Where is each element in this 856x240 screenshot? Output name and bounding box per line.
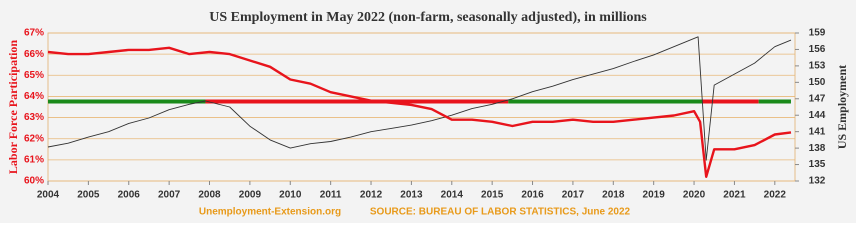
y2-axis-label: US Employment (835, 65, 849, 149)
x-tick-label: 2020 (683, 190, 706, 201)
x-tick-label: 2015 (481, 190, 504, 201)
y-tick-label: 67% (24, 28, 44, 39)
x-tick-label: 2006 (118, 190, 141, 201)
y2-tick-label: 153 (809, 61, 826, 72)
chart: US Employment in May 2022 (non-farm, sea… (0, 0, 856, 223)
x-tick-label: 2014 (441, 190, 464, 201)
x-tick-label: 2012 (360, 190, 383, 201)
x-tick-label: 2013 (400, 190, 423, 201)
series-line (47, 46, 792, 178)
x-tick-label: 2010 (279, 190, 302, 201)
y-tick-label: 61% (24, 154, 44, 165)
y2-tick-label: 144 (809, 110, 826, 121)
y-tick-label: 64% (24, 91, 44, 102)
y2-tick-label: 132 (809, 176, 826, 187)
x-tick-label: 2004 (37, 190, 60, 201)
x-tick-label: 2011 (320, 190, 342, 201)
x-tick-label: 2005 (77, 190, 100, 201)
x-tick-label: 2019 (643, 190, 666, 201)
y-tick-label: 66% (24, 49, 44, 60)
y-tick-label: 60% (24, 176, 44, 187)
footer-source-site: Unemployment-Extension.org (199, 207, 341, 218)
y2-tick-label: 159 (809, 28, 826, 39)
x-tick-label: 2008 (198, 190, 221, 201)
x-tick-label: 2016 (521, 190, 544, 201)
y2-tick-label: 138 (809, 143, 826, 154)
y-tick-label: 62% (24, 133, 44, 144)
x-tick-label: 2021 (723, 190, 746, 201)
x-tick-label: 2018 (602, 190, 625, 201)
series-line (47, 36, 792, 161)
y2-tick-label: 156 (809, 44, 826, 55)
chart-title: US Employment in May 2022 (non-farm, sea… (209, 10, 647, 25)
y2-tick-label: 135 (809, 159, 826, 170)
y-tick-label: 63% (24, 112, 44, 123)
y2-tick-label: 141 (809, 126, 826, 137)
footer-source: SOURCE: BUREAU OF LABOR STATISTICS, June… (370, 207, 631, 218)
x-tick-label: 2007 (158, 190, 181, 201)
x-tick-label: 2009 (239, 190, 262, 201)
x-tick-label: 2022 (764, 190, 787, 201)
y-tick-label: 65% (24, 70, 44, 81)
y2-tick-label: 147 (809, 93, 826, 104)
y2-tick-label: 150 (809, 77, 826, 88)
y-axis-label: Labor Force Participation (6, 40, 20, 175)
x-tick-label: 2017 (562, 190, 585, 201)
